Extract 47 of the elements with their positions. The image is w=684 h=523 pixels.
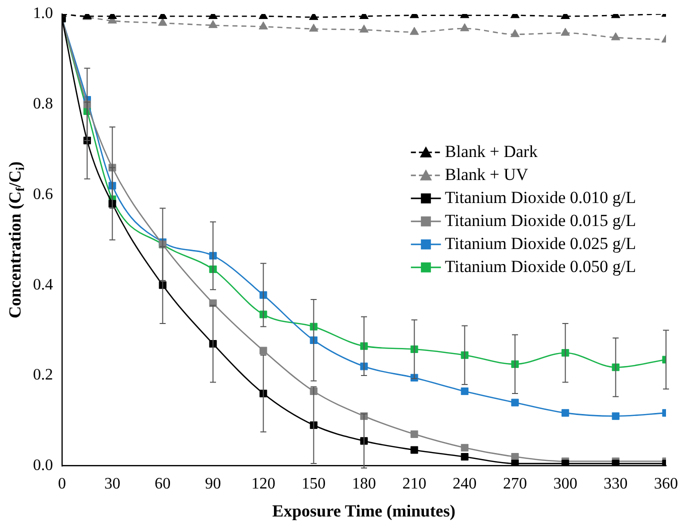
y-tick-label: 1.0 xyxy=(33,5,53,22)
y-tick-label: 0.0 xyxy=(33,457,53,474)
x-axis-title: Exposure Time (minutes) xyxy=(272,501,456,520)
y-tick-label: 0.4 xyxy=(33,276,53,294)
x-tick-label: 270 xyxy=(503,476,527,493)
point xyxy=(511,460,519,466)
legend-label: Blank + UV xyxy=(444,164,529,184)
point xyxy=(410,26,419,35)
legend-label: Titanium Dioxide 0.025 g/L xyxy=(444,234,636,253)
x-tick-label: 360 xyxy=(654,476,678,493)
x-tick-label: 120 xyxy=(251,476,276,493)
point xyxy=(511,452,519,461)
x-tick-label: 210 xyxy=(402,476,426,493)
point xyxy=(460,444,468,452)
x-tick-label: 0 xyxy=(58,476,66,493)
point xyxy=(510,29,520,38)
point xyxy=(410,446,418,454)
point xyxy=(260,346,268,354)
point xyxy=(410,430,418,438)
x-tick-label: 90 xyxy=(205,476,221,493)
legend-label: Titanium Dioxide 0.050 g/L xyxy=(444,256,636,276)
y-axis-title: Concentration (Cf/Ci) xyxy=(5,161,28,318)
point xyxy=(460,452,468,461)
point xyxy=(208,20,218,28)
x-tick-label: 240 xyxy=(452,476,477,493)
x-tick-label: 180 xyxy=(352,476,376,493)
point xyxy=(611,32,620,40)
x-tick-label: 30 xyxy=(104,476,120,493)
x-tick-label: 330 xyxy=(604,476,628,493)
legend-label: Blank + Dark xyxy=(444,142,538,161)
point xyxy=(560,28,570,36)
point xyxy=(612,412,620,420)
point xyxy=(460,387,468,396)
legend-label: Titanium Dioxide 0.010 g/L xyxy=(444,188,636,207)
y-tick-label: 0.2 xyxy=(33,366,53,384)
point xyxy=(511,398,519,406)
point xyxy=(309,24,318,32)
point xyxy=(258,21,268,30)
y-tick-label: 0.8 xyxy=(33,96,53,113)
legend-label: Titanium Dioxide 0.015 g/L xyxy=(444,210,636,230)
point xyxy=(359,24,369,33)
y-tick-label: 0.6 xyxy=(33,186,53,203)
point xyxy=(460,23,470,32)
x-tick-label: 60 xyxy=(154,476,171,493)
x-tick-label: 300 xyxy=(553,476,578,493)
point xyxy=(562,409,570,417)
x-tick-label: 150 xyxy=(302,476,326,493)
